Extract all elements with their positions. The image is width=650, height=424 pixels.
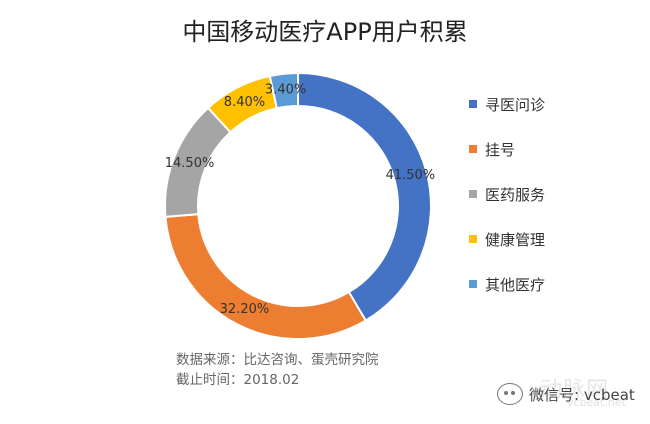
donut-slice-4 [268,71,299,110]
donut-slices [164,71,432,340]
wechat-icon [497,383,523,405]
data-label-4: 3.40% [265,83,306,98]
legend-label-2: 医药服务 [485,185,546,204]
cutoff-line: 截止时间：2018.02 [176,372,300,388]
wechat-watermark: 微信号: vcbeat [497,383,635,405]
data-label-1: 32.20% [220,302,270,317]
watermark-url: vcbeat.net [567,396,626,409]
source-line: 数据来源：比达咨询、蛋壳研究院 [176,352,379,368]
legend-swatch-4 [469,280,477,288]
legend-item-1: 挂号 [469,138,545,160]
watermark-brand: 动脉网 [540,378,610,403]
legend-swatch-2 [469,190,477,198]
legend-label-0: 寻医问诊 [485,95,546,114]
legend-swatch-1 [469,145,477,153]
data-label-0: 41.50% [386,168,436,183]
data-label-2: 14.50% [165,156,215,171]
legend-item-3: 健康管理 [469,228,545,250]
donut-slice-1 [164,213,368,340]
legend-swatch-0 [469,100,477,108]
legend-swatch-3 [469,235,477,243]
legend-item-0: 寻医问诊 [469,93,545,115]
legend: 寻医问诊 挂号 医药服务 健康管理 其他医疗 [469,93,545,318]
source-note: 数据来源：比达咨询、蛋壳研究院 截止时间：2018.02 [176,350,379,390]
legend-label-4: 其他医疗 [485,275,546,294]
data-label-3: 8.40% [224,95,265,110]
donut-slice-0 [297,71,432,322]
legend-item-2: 医药服务 [469,183,545,205]
data-labels: 41.50% 32.20% 14.50% 8.40%3.40% [165,83,435,317]
wechat-id: 微信号: vcbeat [529,385,635,404]
legend-item-4: 其他医疗 [469,273,545,295]
chart-title: 中国移动医疗APP用户积累 [182,18,468,46]
legend-label-3: 健康管理 [485,230,546,249]
legend-label-1: 挂号 [485,140,516,159]
